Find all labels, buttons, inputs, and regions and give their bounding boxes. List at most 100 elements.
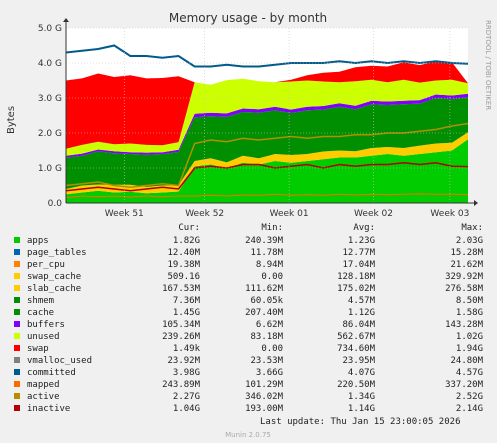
legend-max-slab_cache: 276.58M [445,284,484,294]
legend-min-vmalloc_used: 23.53M [250,356,283,366]
legend-min-page_tables: 11.78M [250,248,283,258]
last-update: Last update: Thu Jan 15 23:00:05 2026 [260,417,460,427]
legend-name-slab_cache: slab_cache [27,284,81,294]
legend-avg-apps: 1.23G [348,236,375,246]
legend-min-buffers: 6.62M [256,320,284,330]
legend-cur-active: 2.27G [173,392,200,402]
legend-header-cur: Cur: [178,223,200,233]
line-mapped [65,193,469,199]
legend-avg-mapped: 220.50M [337,380,376,390]
x-tick-label: Week 51 [105,209,144,219]
legend-max-active: 2.52G [456,392,483,402]
legend-name-per_cpu: per_cpu [27,260,65,270]
y-axis-label: Bytes [6,106,17,134]
legend-avg-shmem: 4.57M [348,296,376,306]
legend-name-committed: committed [27,368,76,378]
x-axis-arrow [474,200,478,206]
legend-swatch-active [14,393,20,399]
x-tick-label: Week 03 [430,209,469,219]
legend-avg-buffers: 86.04M [342,320,375,330]
stack-area-swap [66,61,468,149]
y-tick-label: 2.0 G [38,129,62,139]
legend-min-cache: 207.40M [245,308,284,318]
legend-swatch-inactive [14,405,20,411]
legend-cur-committed: 3.98G [173,368,200,378]
legend-avg-committed: 4.07G [348,368,375,378]
legend: Cur: Min: Avg: Max: apps 1.82G 240.39M 1.23G 2.0… [14,223,484,414]
legend-swatch-cache [14,309,20,315]
legend-min-inactive: 193.00M [245,404,284,414]
line-inactive [65,161,469,192]
legend-max-mapped: 337.20M [445,380,484,390]
chart-title: Memory usage - by month [169,11,327,25]
legend-min-unused: 83.18M [250,332,283,342]
legend-min-slab_cache: 111.62M [245,284,284,294]
legend-name-vmalloc_used: vmalloc_used [27,356,92,366]
legend-max-vmalloc_used: 24.80M [450,356,483,366]
legend-max-buffers: 143.28M [445,320,484,330]
legend-max-per_cpu: 21.62M [450,260,483,270]
legend-avg-inactive: 1.14G [348,404,375,414]
stack-area-buffers [66,93,468,158]
legend-max-inactive: 2.14G [456,404,483,414]
legend-cur-shmem: 7.36M [173,296,201,306]
legend-cur-slab_cache: 167.53M [162,284,201,294]
line-active [65,122,469,189]
legend-min-mapped: 101.29M [245,380,284,390]
y-axis-arrow [63,18,69,22]
legend-name-cache: cache [27,308,54,318]
legend-name-buffers: buffers [27,320,65,330]
legend-name-unused: unused [27,332,60,342]
legend-min-committed: 3.66G [256,368,283,378]
y-tick-label: 4.0 G [38,59,62,69]
legend-name-inactive: inactive [27,404,70,414]
legend-max-shmem: 8.50M [456,296,484,306]
legend-name-mapped: mapped [27,380,60,390]
legend-header-min: Min: [261,223,283,233]
legend-avg-page_tables: 12.77M [342,248,375,258]
legend-min-swap_cache: 0.00 [261,272,283,282]
legend-swatch-unused [14,333,20,339]
x-tick-label: Week 02 [354,209,393,219]
y-tick-label: 3.0 G [38,94,62,104]
legend-swatch-buffers [14,321,20,327]
legend-min-apps: 240.39M [245,236,284,246]
legend-avg-slab_cache: 175.02M [337,284,376,294]
legend-avg-per_cpu: 17.04M [342,260,375,270]
legend-name-swap_cache: swap_cache [27,272,81,282]
legend-min-shmem: 60.05k [250,296,283,306]
legend-min-per_cpu: 8.94M [256,260,284,270]
legend-max-swap: 1.94G [456,344,483,354]
legend-cur-per_cpu: 19.38M [167,260,200,270]
legend-max-committed: 4.57G [456,368,483,378]
stack-area-unused [66,78,468,156]
legend-header-avg: Avg: [353,223,375,233]
legend-cur-vmalloc_used: 23.92M [167,356,200,366]
legend-swatch-page_tables [14,249,20,255]
legend-avg-cache: 1.12G [348,308,375,318]
legend-swatch-swap [14,345,20,351]
legend-swatch-mapped [14,381,20,387]
legend-max-swap_cache: 329.92M [445,272,484,282]
legend-max-cache: 1.58G [456,308,483,318]
rrdtool-credit: RRDTOOL / TOBI OETIKER [484,20,492,110]
legend-cur-apps: 1.82G [173,236,200,246]
legend-avg-swap_cache: 128.18M [337,272,376,282]
legend-name-shmem: shmem [27,296,54,306]
legend-swatch-per_cpu [14,261,20,267]
line-committed [65,44,469,68]
legend-swatch-slab_cache [14,285,20,291]
legend-swatch-swap_cache [14,273,20,279]
x-tick-label: Week 01 [270,209,309,219]
legend-swatch-shmem [14,297,20,303]
legend-min-swap: 0.00 [261,344,283,354]
legend-cur-cache: 1.45G [173,308,200,318]
legend-min-active: 346.02M [245,392,284,402]
legend-swatch-committed [14,369,20,375]
x-tick-label: Week 52 [185,209,224,219]
legend-avg-active: 1.34G [348,392,375,402]
legend-name-active: active [27,392,60,402]
legend-name-page_tables: page_tables [27,248,87,258]
axes: 0.0 1.0 G 2.0 G 3.0 G 4.0 G 5.0 G Week 51 Week … [38,18,478,219]
